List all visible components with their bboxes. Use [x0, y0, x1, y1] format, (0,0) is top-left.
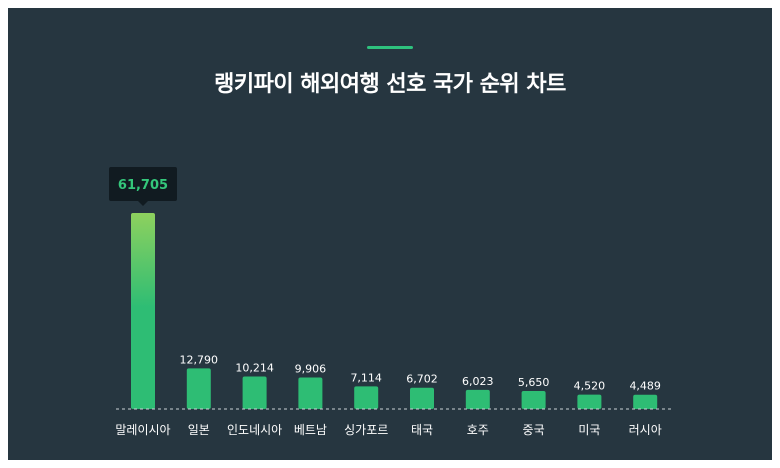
category-label: 싱가포르	[344, 423, 388, 437]
bar-싱가포르[interactable]	[354, 386, 379, 409]
bar-일본[interactable]	[186, 368, 211, 409]
category-label: 미국	[578, 423, 600, 437]
tooltip-value: 61,705	[118, 178, 168, 193]
category-label: 말레이시아	[115, 423, 170, 437]
bar-중국[interactable]	[521, 391, 546, 409]
value-label: 4,489	[629, 380, 661, 393]
chart-panel: 랭키파이 해외여행 선호 국가 순위 차트 말레이시아 일본 12,790 인도네시아…	[8, 8, 772, 460]
category-label: 호주	[467, 423, 489, 437]
value-label: 7,114	[350, 371, 382, 384]
bar-인도네시아[interactable]	[242, 376, 267, 409]
bar-chart: 말레이시아 일본 12,790 인도네시아 10,214 베트남 9,906 싱가포르 7,11…	[109, 167, 674, 437]
chart-title: 랭키파이 해외여행 선호 국가 순위 차트	[214, 72, 566, 97]
tooltip-arrow	[138, 201, 148, 206]
category-label: 베트남	[294, 423, 327, 437]
value-label: 10,214	[235, 362, 274, 375]
value-tooltip: 61,705	[109, 167, 177, 206]
bar-호주[interactable]	[465, 389, 490, 409]
bar-미국[interactable]	[577, 394, 602, 409]
category-label: 일본	[188, 423, 210, 437]
category-label: 인도네시아	[227, 423, 282, 437]
bar-말레이시아[interactable]	[131, 213, 155, 409]
value-label: 6,702	[406, 373, 438, 386]
category-label: 러시아	[629, 423, 662, 437]
category-label: 중국	[523, 423, 545, 437]
value-label: 9,906	[295, 363, 327, 376]
value-label: 4,520	[574, 380, 606, 393]
bar-베트남[interactable]	[298, 377, 323, 409]
bar-러시아[interactable]	[633, 394, 658, 409]
value-label: 5,650	[518, 376, 550, 389]
value-label: 6,023	[462, 375, 494, 388]
title-accent-bar	[367, 46, 413, 49]
bar-태국[interactable]	[410, 387, 434, 409]
category-label: 태국	[411, 423, 433, 437]
tooltip-box	[109, 167, 177, 201]
value-label: 12,790	[180, 353, 219, 366]
